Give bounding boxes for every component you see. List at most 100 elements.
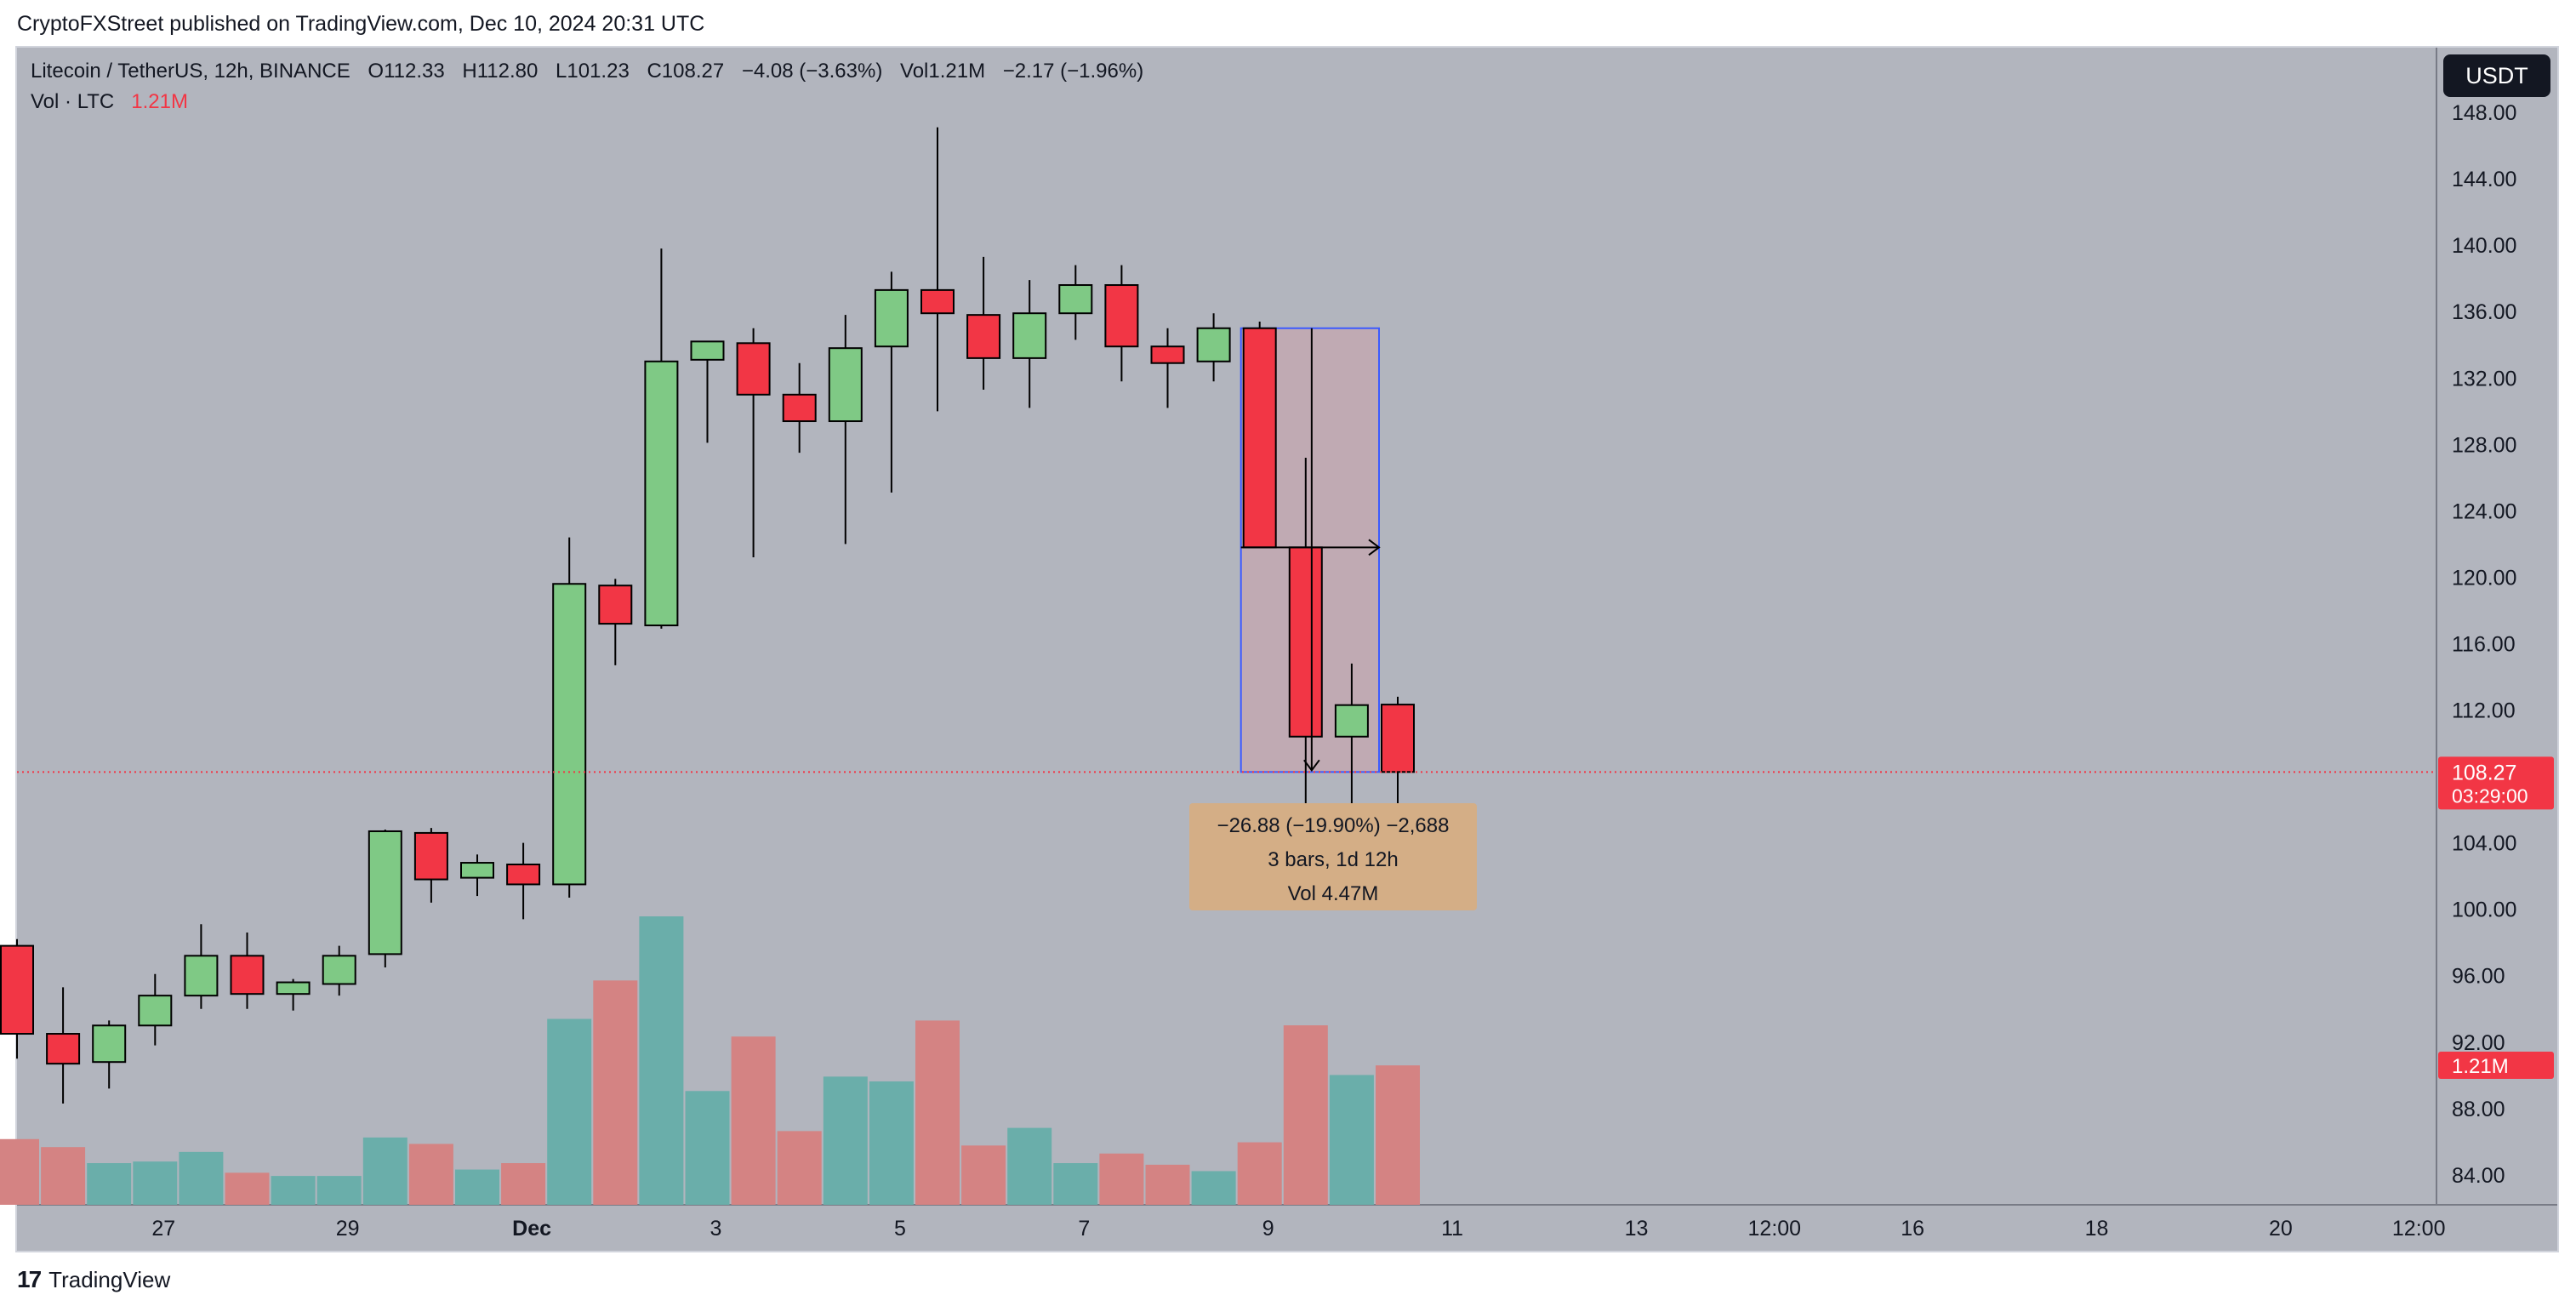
candle-body[interactable]: [92, 1024, 127, 1064]
volume-bar: [133, 1161, 178, 1205]
time-scale[interactable]: [17, 1205, 2557, 1251]
legend-low: L101.23: [556, 60, 630, 83]
volume-bar: [869, 1081, 914, 1205]
candle-body[interactable]: [368, 830, 402, 955]
measure-label-line: −26.88 (−19.90%) −2,688: [1217, 814, 1450, 837]
candle-body[interactable]: [1242, 327, 1277, 549]
legend-symbol[interactable]: Litecoin / TetherUS, 12h, BINANCE: [31, 60, 350, 83]
volume-bar: [455, 1169, 499, 1205]
volume-bar: [41, 1147, 86, 1205]
price-scale[interactable]: [2436, 48, 2557, 1205]
chart-legend: Litecoin / TetherUS, 12h, BINANCE O112.3…: [31, 60, 1155, 114]
tradingview-brand-text: TradingView: [48, 1266, 171, 1292]
last-price-countdown: 03:29:00: [2452, 784, 2528, 807]
time-tick-label: 20: [2269, 1217, 2293, 1241]
volume-bar: [0, 1138, 39, 1205]
candle-body[interactable]: [1012, 312, 1047, 359]
candle-body[interactable]: [413, 831, 448, 881]
volume-bar: [1237, 1142, 1282, 1205]
last-price-badge: [2438, 756, 2554, 810]
volume-bar: [1283, 1025, 1328, 1205]
price-tick-label: 144.00: [2452, 168, 2516, 191]
price-tick-label: 120.00: [2452, 566, 2516, 590]
volume-bar: [639, 916, 684, 1205]
volume-indicator-label[interactable]: Vol · LTC: [31, 90, 115, 113]
volume-bar: [1007, 1127, 1052, 1205]
tradingview-logo[interactable]: 17 TradingView: [17, 1266, 170, 1293]
candle-body[interactable]: [1058, 284, 1093, 315]
volume-bar: [1191, 1171, 1236, 1205]
time-tick-label: 16: [1901, 1217, 1924, 1241]
legend-volume: Vol1.21M: [900, 60, 986, 83]
legend-close: C108.27: [647, 60, 725, 83]
candle-body[interactable]: [644, 360, 679, 627]
tradingview-mark-icon: 17: [17, 1266, 42, 1292]
volume-bar: [408, 1144, 453, 1205]
price-tick-label: 116.00: [2452, 632, 2516, 656]
volume-bar: [915, 1020, 960, 1205]
price-tick-label: 84.00: [2452, 1164, 2505, 1188]
candle-body[interactable]: [506, 864, 541, 886]
price-tick-label: 112.00: [2452, 699, 2516, 723]
time-tick-label: 29: [336, 1217, 360, 1241]
candle-body[interactable]: [828, 347, 863, 423]
volume-bar: [1329, 1075, 1374, 1205]
volume-bar: [1145, 1164, 1190, 1205]
candle-body[interactable]: [736, 342, 771, 396]
candle-body[interactable]: [460, 862, 494, 879]
legend-change: −4.08 (−3.63%): [741, 60, 883, 83]
measure-arrow-head-right: [1368, 539, 1381, 556]
volume-bar: [87, 1163, 132, 1205]
candle-body[interactable]: [46, 1033, 81, 1065]
volume-bar: [961, 1145, 1006, 1205]
candle-body[interactable]: [920, 288, 955, 315]
time-tick-label: Dec: [512, 1217, 551, 1241]
candle-body[interactable]: [230, 955, 265, 995]
measure-arrow-head-down: [1303, 759, 1320, 772]
candle-body[interactable]: [598, 585, 633, 625]
legend-volume-change: −2.17 (−1.96%): [1002, 60, 1144, 83]
plot-area[interactable]: [17, 48, 2436, 1205]
candle-body[interactable]: [138, 995, 173, 1027]
candle-body[interactable]: [322, 955, 356, 985]
candle-body[interactable]: [874, 288, 909, 348]
currency-selector-button[interactable]: USDT: [2443, 54, 2550, 97]
candle-body[interactable]: [1104, 284, 1139, 348]
candle-body[interactable]: [1196, 327, 1231, 362]
volume-bar: [731, 1036, 776, 1205]
candle-body[interactable]: [276, 981, 311, 995]
time-tick-label: 12:00: [2392, 1217, 2446, 1241]
price-tick-label: 100.00: [2452, 898, 2516, 922]
measure-label-line: 3 bars, 1d 12h: [1268, 848, 1398, 871]
candle-body[interactable]: [1288, 546, 1323, 738]
candle-body[interactable]: [966, 314, 1001, 359]
time-tick-label: 3: [710, 1217, 722, 1241]
price-tick-label: 104.00: [2452, 832, 2516, 856]
candle-body[interactable]: [690, 340, 725, 361]
price-tick-label: 92.00: [2452, 1031, 2505, 1055]
candle-body[interactable]: [1150, 345, 1185, 364]
candle-body[interactable]: [1381, 704, 1415, 773]
volume-bar: [501, 1163, 546, 1205]
candle-body[interactable]: [184, 955, 219, 997]
price-tick-label: 148.00: [2452, 101, 2516, 125]
volume-bar: [179, 1151, 224, 1205]
time-tick-label: 12:00: [1748, 1217, 1802, 1241]
time-tick-label: 13: [1625, 1217, 1649, 1241]
volume-bar: [1376, 1065, 1420, 1205]
price-tick-label: 136.00: [2452, 300, 2516, 324]
volume-bar: [777, 1131, 822, 1205]
time-tick-label: 18: [2085, 1217, 2109, 1241]
volume-bar: [1099, 1153, 1144, 1205]
candle-body[interactable]: [782, 393, 817, 423]
candle-body[interactable]: [552, 583, 587, 886]
measure-label-box: [1189, 803, 1477, 910]
measure-label-line: Vol 4.47M: [1288, 882, 1379, 905]
volume-bar: [685, 1091, 730, 1205]
candle-body[interactable]: [1334, 704, 1369, 738]
publisher-attribution: CryptoFXStreet published on TradingView.…: [17, 12, 705, 36]
volume-bar: [316, 1176, 362, 1205]
candle-body[interactable]: [0, 944, 34, 1035]
time-tick-label: 9: [1262, 1217, 1274, 1241]
